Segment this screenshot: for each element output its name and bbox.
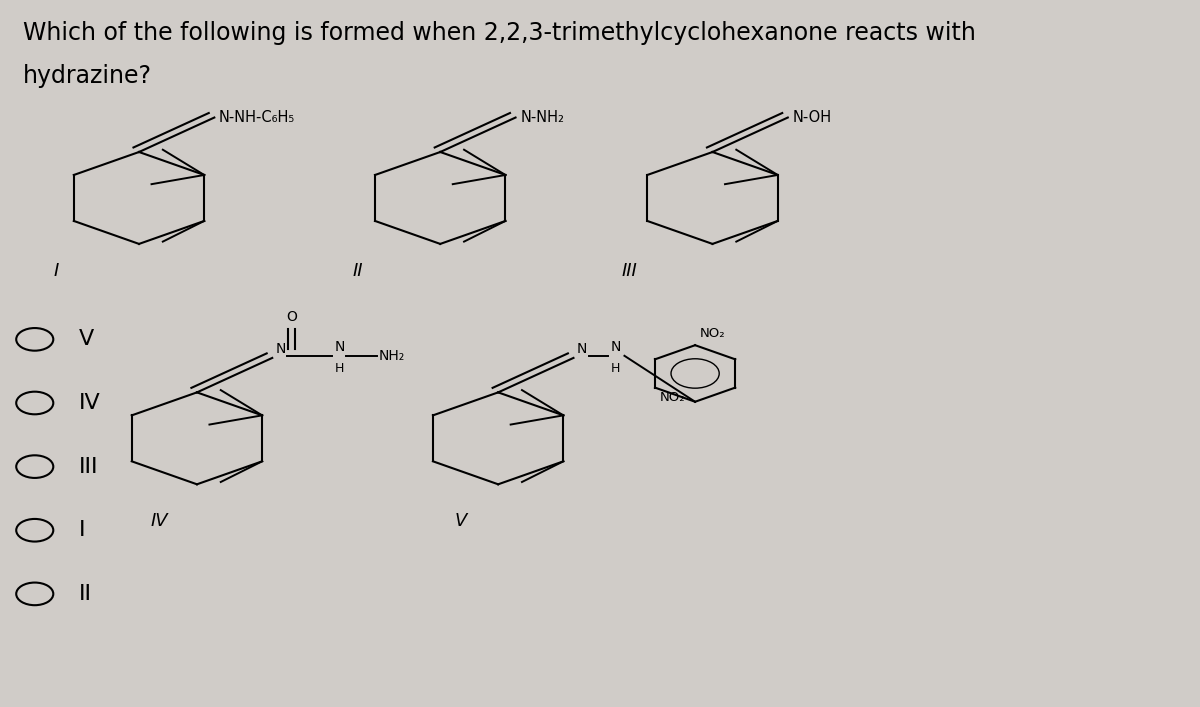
Text: N: N [611, 340, 620, 354]
Text: N-NH₂: N-NH₂ [520, 110, 564, 125]
Text: N: N [335, 340, 346, 354]
Text: V: V [79, 329, 94, 349]
Text: I: I [54, 262, 59, 281]
Text: NO₂: NO₂ [660, 391, 685, 404]
Text: IV: IV [79, 393, 101, 413]
Text: II: II [79, 584, 91, 604]
Text: III: III [622, 262, 637, 281]
Text: N: N [577, 341, 587, 356]
Text: NO₂: NO₂ [700, 327, 725, 339]
Text: N: N [276, 341, 286, 356]
Text: N-OH: N-OH [792, 110, 832, 125]
Text: N-NH-C₆H₅: N-NH-C₆H₅ [218, 110, 295, 125]
Text: V: V [455, 512, 467, 530]
Text: O: O [286, 310, 298, 324]
Text: hydrazine?: hydrazine? [23, 64, 152, 88]
Text: II: II [352, 262, 362, 281]
Text: III: III [79, 457, 98, 477]
Text: H: H [611, 362, 620, 375]
Text: Which of the following is formed when 2,2,3-trimethylcyclohexanone reacts with: Which of the following is formed when 2,… [23, 21, 976, 45]
Text: I: I [79, 520, 85, 540]
Text: IV: IV [150, 512, 168, 530]
Text: H: H [335, 362, 344, 375]
Text: NH₂: NH₂ [379, 349, 406, 363]
